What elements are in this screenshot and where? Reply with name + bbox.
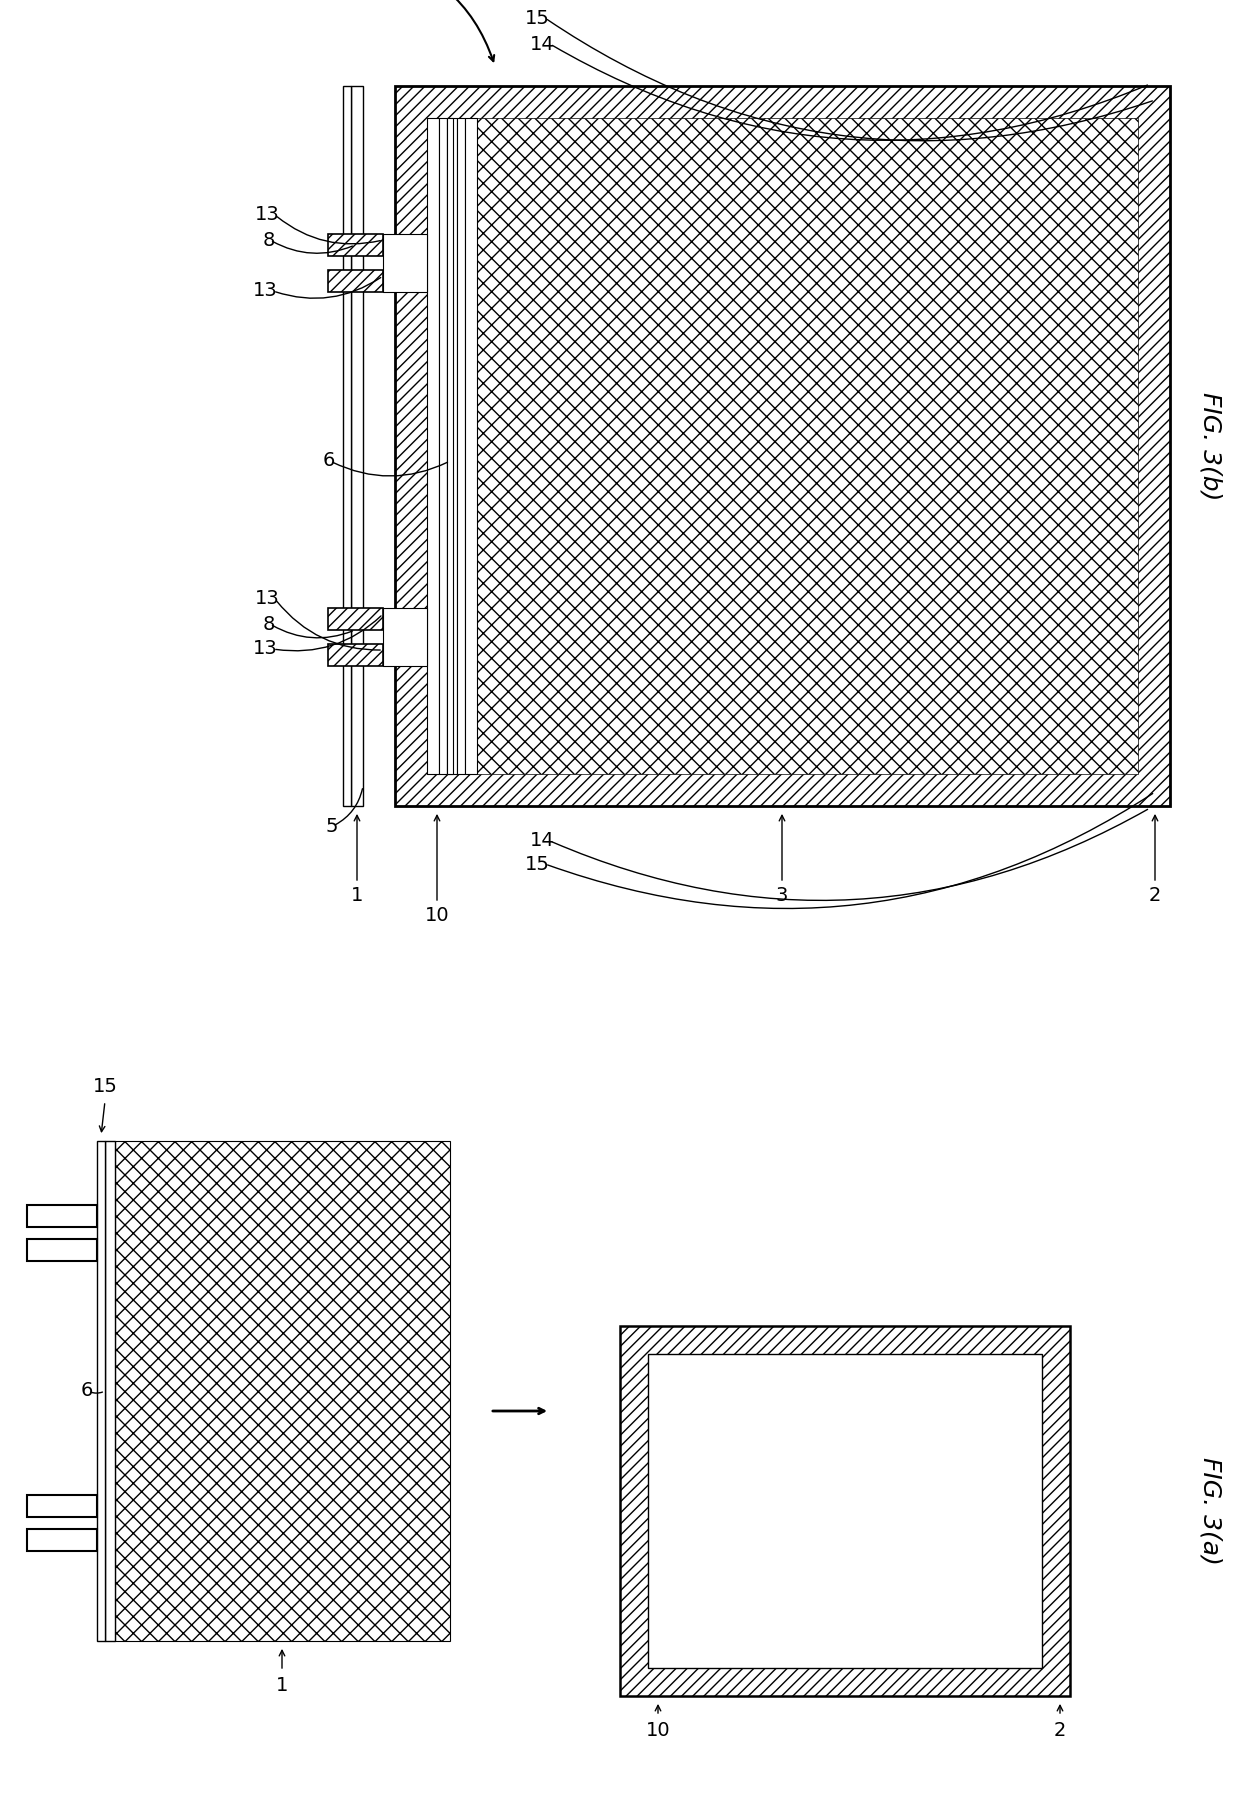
Text: 10: 10 [646,1721,671,1740]
Text: 15: 15 [525,855,551,873]
Text: 14: 14 [531,832,556,851]
Bar [427,119,1138,774]
Bar [27,1494,97,1518]
Bar [329,645,383,666]
Text: 13: 13 [255,589,280,609]
Text: 8: 8 [263,614,275,634]
Bar [105,1140,115,1642]
Bar [649,1354,1042,1668]
Text: 13: 13 [253,282,278,300]
Text: 13: 13 [253,639,278,659]
Bar [383,609,427,666]
Text: 13: 13 [255,205,280,224]
Bar [446,119,458,774]
Text: 1: 1 [275,1676,288,1695]
Bar [27,1239,97,1261]
Bar [97,1140,105,1642]
Text: 2: 2 [1148,885,1161,905]
Text: 15: 15 [93,1078,118,1096]
Bar [343,86,351,806]
Bar [383,233,427,293]
Bar [329,269,383,293]
Bar [620,1325,1070,1695]
Bar [427,119,439,774]
Bar [115,1140,450,1642]
Text: FIG. 3(b): FIG. 3(b) [1198,392,1221,501]
Bar [396,86,1171,806]
Bar [465,119,477,774]
Bar [329,233,383,257]
Bar [329,609,383,630]
Bar [446,119,453,774]
Text: FIG. 3(a): FIG. 3(a) [1198,1457,1221,1564]
Text: 8: 8 [263,230,275,250]
Bar [439,119,446,774]
Text: 10: 10 [424,905,449,925]
Text: 1: 1 [351,885,363,905]
Bar [27,1205,97,1227]
Text: 6: 6 [322,451,335,471]
Text: 14: 14 [531,34,556,54]
Bar [458,119,465,774]
Text: 6: 6 [81,1381,93,1401]
Text: 15: 15 [525,9,551,27]
Bar [351,86,363,806]
Text: 5: 5 [325,817,339,835]
Text: 3: 3 [776,885,789,905]
Bar [27,1528,97,1552]
Text: 2: 2 [1054,1721,1066,1740]
